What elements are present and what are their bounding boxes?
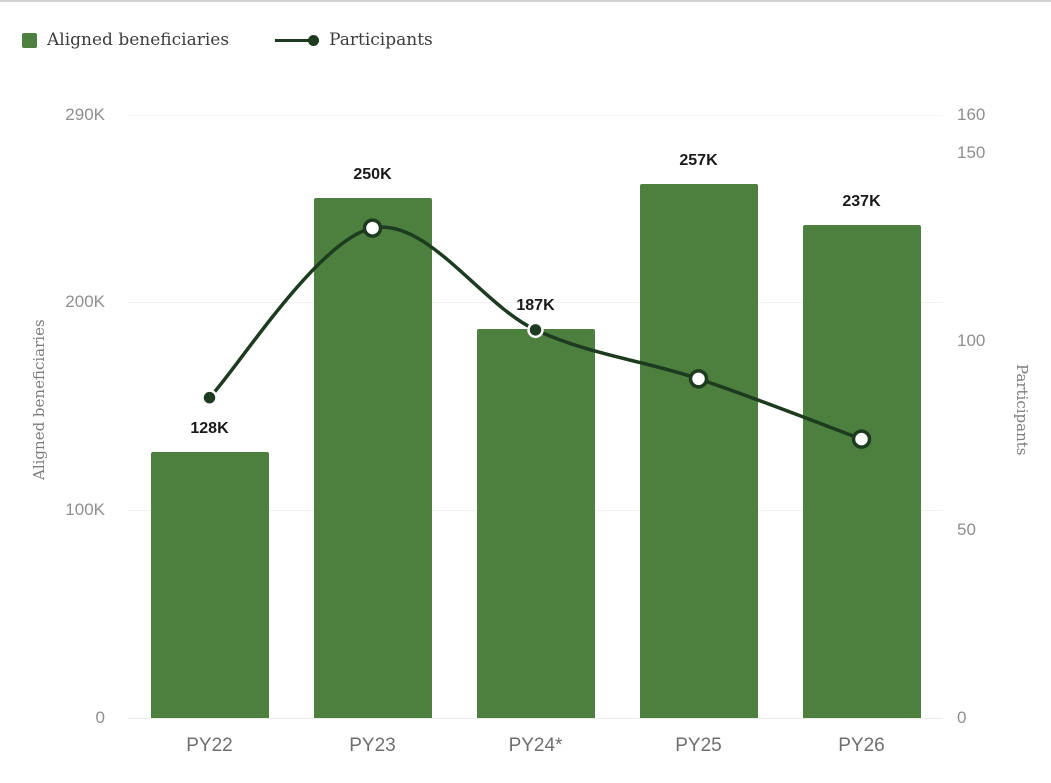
- right-axis-tick-label: 150: [957, 142, 986, 162]
- legend: Aligned beneficiaries Participants: [22, 30, 433, 50]
- participants-point-PY22: [201, 389, 218, 406]
- legend-label-aligned-beneficiaries: Aligned beneficiaries: [47, 30, 230, 50]
- bar-PY22: [150, 451, 269, 718]
- bar-value-label: 237K: [842, 193, 881, 211]
- line-swatch-segment: [275, 38, 320, 42]
- x-axis-label-PY22: PY22: [186, 735, 233, 756]
- left-axis-tick-label: 200K: [65, 292, 105, 312]
- x-axis-label-PY24*: PY24*: [508, 735, 563, 756]
- line-swatch-dot: [308, 34, 320, 46]
- legend-item-aligned-beneficiaries[interactable]: Aligned beneficiaries: [22, 30, 229, 50]
- left-axis-tick-label: 0: [95, 708, 105, 727]
- bar-PY23: [313, 198, 432, 718]
- legend-label-participants: Participants: [329, 30, 433, 50]
- x-axis-label-PY23: PY23: [349, 735, 396, 756]
- bar-series-swatch-icon: [22, 32, 37, 48]
- x-axis-label-PY26: PY26: [838, 735, 885, 756]
- left-axis-tick-label: 290K: [65, 105, 105, 124]
- bar-value-label: 128K: [190, 419, 229, 437]
- x-axis-label-PY25: PY25: [675, 735, 722, 756]
- right-axis-tick-label: 50: [957, 519, 976, 539]
- line-series-swatch-icon: [275, 34, 320, 46]
- x-axis-line: [128, 718, 943, 719]
- bar-value-label: 187K: [516, 297, 555, 315]
- bar-PY25: [639, 183, 758, 718]
- right-axis-tick-label: 0: [957, 708, 967, 727]
- right-axis-tick-label: 160: [957, 105, 986, 124]
- left-axis-tick-label: 100K: [65, 500, 105, 520]
- bar-PY24*: [476, 329, 595, 718]
- bar-value-label: 257K: [679, 151, 718, 169]
- legend-item-participants[interactable]: Participants: [275, 30, 433, 50]
- right-axis-title: Participants: [1013, 364, 1031, 456]
- gridline: [128, 115, 943, 116]
- left-axis-title: Aligned beneficiaries: [30, 319, 48, 480]
- bar-PY26: [802, 225, 921, 718]
- right-axis-tick-label: 100: [957, 331, 986, 351]
- bar-value-label: 250K: [353, 166, 392, 184]
